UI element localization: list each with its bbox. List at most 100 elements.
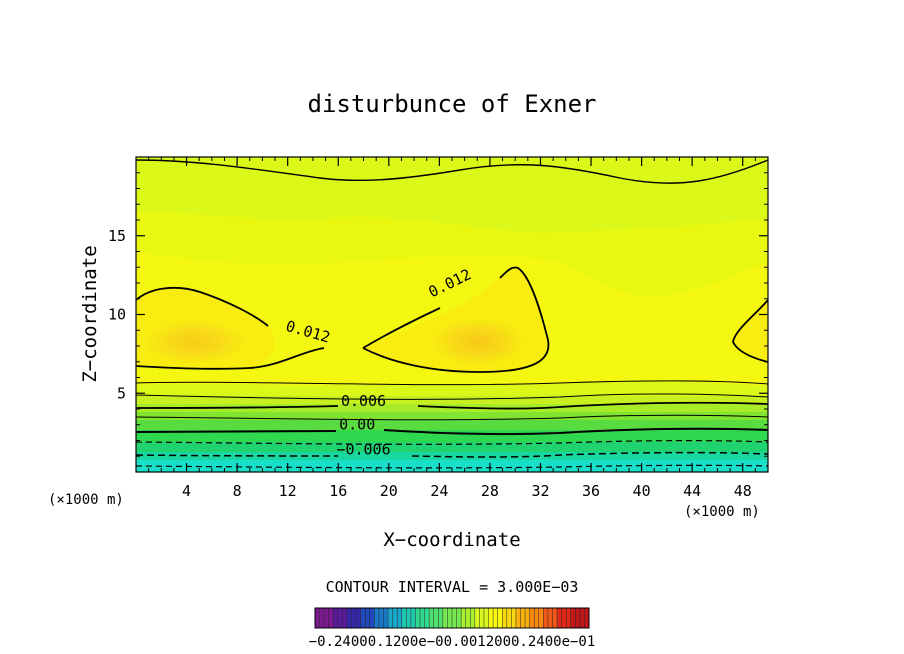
colorbar-swatch xyxy=(388,608,393,628)
colorbar-swatch xyxy=(333,608,338,628)
colorbar-swatch xyxy=(346,608,352,628)
colorbar-swatch xyxy=(410,608,416,628)
colorbar-swatch xyxy=(406,608,411,628)
colorbar-swatch xyxy=(525,608,530,628)
contour-label: 0.00 xyxy=(339,415,375,433)
colorbar-swatch xyxy=(351,608,357,628)
x-unit-left: (×1000 m) xyxy=(48,492,124,508)
colorbar-swatch xyxy=(534,608,539,628)
contour-lines xyxy=(136,159,768,469)
contour-neg-1 xyxy=(136,440,768,445)
fill-band-8 xyxy=(136,460,768,472)
contour-upper-thin xyxy=(136,380,768,386)
colorbar-swatch xyxy=(502,608,507,628)
colorbar-swatch xyxy=(543,608,548,628)
colorbar-swatch xyxy=(424,608,430,628)
colorbar-swatch xyxy=(575,608,580,628)
x-tick-label: 12 xyxy=(279,482,297,500)
fill-lower-transition xyxy=(136,381,768,398)
x-tick-label: 48 xyxy=(734,482,752,500)
x-tick-label: 40 xyxy=(633,482,651,500)
contour-thin-2 xyxy=(136,414,768,421)
fill-band-3 xyxy=(136,412,768,422)
contour-0.012-mid xyxy=(362,266,550,373)
contour-0.00 xyxy=(136,427,768,436)
colorbar-swatch xyxy=(566,608,571,628)
fill-band-6 xyxy=(136,442,768,454)
y-axis-label: Z−coordinate xyxy=(79,245,101,382)
colorbar-swatch xyxy=(397,608,402,628)
x-tick-label: 28 xyxy=(481,482,499,500)
fill-band-7 xyxy=(136,452,768,462)
fill-core-mid xyxy=(432,318,524,366)
colorbar-swatch xyxy=(483,608,489,628)
chart-title: disturbunce of Exner xyxy=(308,90,597,118)
x-axis-label: X−coordinate xyxy=(383,529,520,551)
colorbar-swatch xyxy=(579,608,585,628)
colorbar-swatch xyxy=(452,608,457,628)
x-unit-right: (×1000 m) xyxy=(684,504,760,520)
x-tick-label: 36 xyxy=(582,482,600,500)
x-tick-label: 32 xyxy=(531,482,549,500)
fill-band-5 xyxy=(136,430,768,444)
colorbar-swatch xyxy=(529,608,535,628)
colorbar-swatch xyxy=(324,608,329,628)
colorbar-swatch xyxy=(365,608,370,628)
colorbar-swatch xyxy=(557,608,562,628)
colorbar-swatch xyxy=(433,608,439,628)
colorbar-swatch xyxy=(337,608,343,628)
colorbar-swatch xyxy=(474,608,480,628)
colorbar-swatch xyxy=(401,608,407,628)
filled-contours xyxy=(136,157,768,472)
colorbar-swatch xyxy=(328,608,334,628)
contour-thin-1 xyxy=(136,393,768,400)
y-tick-label: 5 xyxy=(117,384,126,402)
colorbar-swatch xyxy=(470,608,475,628)
y-tick-label: 15 xyxy=(108,227,126,245)
colorbar-swatch xyxy=(538,608,544,628)
colorbar-swatch xyxy=(506,608,512,628)
x-tick-label: 20 xyxy=(380,482,398,500)
colorbar-swatch xyxy=(511,608,516,628)
colorbar-swatch xyxy=(515,608,521,628)
colorbar-swatch xyxy=(570,608,576,628)
colorbar-swatch xyxy=(415,608,421,628)
contour-neg-0.006 xyxy=(136,451,768,458)
colorbar-swatch xyxy=(547,608,553,628)
contour-label: −0.006 xyxy=(336,441,390,459)
colorbar-swatch xyxy=(584,608,589,628)
colorbar-swatch xyxy=(438,608,443,628)
colorbar-swatch xyxy=(315,608,320,628)
fill-band-4 xyxy=(136,420,768,432)
colorbar-swatch xyxy=(369,608,375,628)
contour-interval-text: CONTOUR INTERVAL = 3.000E−03 xyxy=(326,578,579,596)
colorbar-frame xyxy=(314,607,590,629)
colorbar-swatch xyxy=(461,608,466,628)
x-tick-label: 24 xyxy=(430,482,448,500)
contour-top xyxy=(136,159,768,184)
colorbar-swatch xyxy=(552,608,558,628)
colorbar-swatch xyxy=(374,608,379,628)
colorbar-swatch xyxy=(465,608,471,628)
colorbar-labels: −0.24000.1200e−00.0012000.2400e−01 xyxy=(309,634,596,650)
x-tick-label: 4 xyxy=(182,482,191,500)
y-tick-label: 10 xyxy=(108,306,126,324)
colorbar-swatch xyxy=(447,608,452,628)
colorbar-swatch xyxy=(561,608,567,628)
colorbar-swatch xyxy=(488,608,494,628)
colorbar-swatch xyxy=(319,608,325,628)
colorbar-swatch xyxy=(429,608,434,628)
colorbar-swatch xyxy=(520,608,526,628)
contour-0.012-left xyxy=(136,286,325,370)
colorbar-swatch xyxy=(360,608,366,628)
contour-label: 0.006 xyxy=(341,392,386,410)
colorbar-swatch xyxy=(392,608,398,628)
fill-core-left xyxy=(145,320,245,364)
colorbar-swatch xyxy=(356,608,361,628)
colorbar-swatch xyxy=(342,608,347,628)
fill-band-2 xyxy=(136,404,768,414)
colorbar-swatch xyxy=(479,608,484,628)
colorbar-swatch xyxy=(378,608,384,628)
